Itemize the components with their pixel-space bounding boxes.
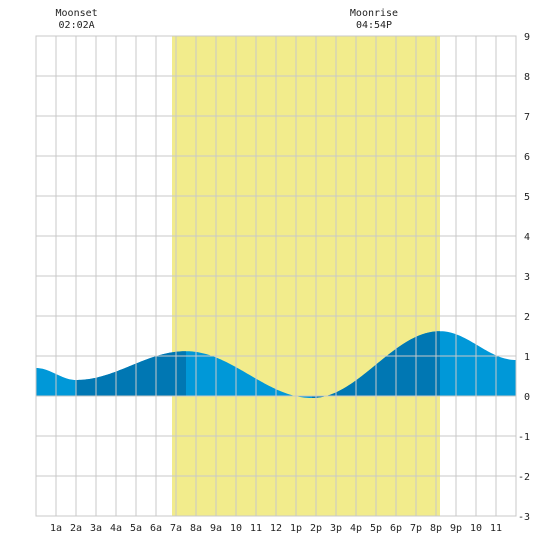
moonset-label: Moonset [56, 8, 98, 19]
moonrise-annotation: Moonrise 04:54P [350, 8, 398, 31]
x-tick-label: 1p [290, 523, 302, 534]
x-tick-label: 10 [470, 523, 482, 534]
y-tick-label: 2 [524, 312, 530, 323]
y-tick-label: 3 [524, 272, 530, 283]
x-tick-label: 7p [410, 523, 422, 534]
x-tick-label: 3p [330, 523, 342, 534]
x-tick-label: 2a [70, 523, 82, 534]
x-tick-label: 1a [50, 523, 62, 534]
plot-border [35, 35, 517, 517]
x-tick-label: 4a [110, 523, 122, 534]
grid-lines [36, 36, 516, 516]
x-tick-label: 12 [270, 523, 282, 534]
y-tick-label: 8 [524, 72, 530, 83]
y-tick-label: 0 [524, 392, 530, 403]
x-tick-label: 8p [430, 523, 442, 534]
y-tick-label: 1 [524, 352, 530, 363]
x-axis-ticks: 1a 2a 3a 4a 5a 6a 7a 8a 9a 10 11 12 1p 2p 3p 4p 5p 6p 7p 8p… [50, 523, 502, 534]
moonset-time: 02:02A [59, 20, 95, 31]
y-tick-label: 4 [524, 232, 530, 243]
x-tick-label: 10 [230, 523, 242, 534]
y-tick-label: 7 [524, 112, 530, 123]
x-tick-label: 3a [90, 523, 102, 534]
x-tick-label: 4p [350, 523, 362, 534]
x-tick-label: 11 [490, 523, 502, 534]
y-tick-label: 5 [524, 192, 530, 203]
moonrise-label: Moonrise [350, 8, 398, 19]
y-tick-label: 6 [524, 152, 530, 163]
x-tick-label: 9a [210, 523, 222, 534]
tide-area-rising [76, 351, 186, 396]
x-tick-label: 6a [150, 523, 162, 534]
x-tick-label: 9p [450, 523, 462, 534]
moonrise-time: 04:54P [356, 20, 392, 31]
y-tick-label: 9 [524, 32, 530, 43]
x-tick-label: 6p [390, 523, 402, 534]
x-tick-label: 8a [190, 523, 202, 534]
x-tick-label: 11 [250, 523, 262, 534]
y-tick-label: -3 [518, 512, 530, 523]
y-tick-label: -1 [518, 432, 530, 443]
x-tick-label: 7a [170, 523, 182, 534]
x-tick-label: 5a [130, 523, 142, 534]
y-tick-label: -2 [518, 472, 530, 483]
moonset-annotation: Moonset 02:02A [56, 8, 98, 31]
x-tick-label: 5p [370, 523, 382, 534]
y-axis-ticks: -3 -2 -1 0 1 2 3 4 5 6 7 8 9 [518, 32, 530, 523]
x-tick-label: 2p [310, 523, 322, 534]
